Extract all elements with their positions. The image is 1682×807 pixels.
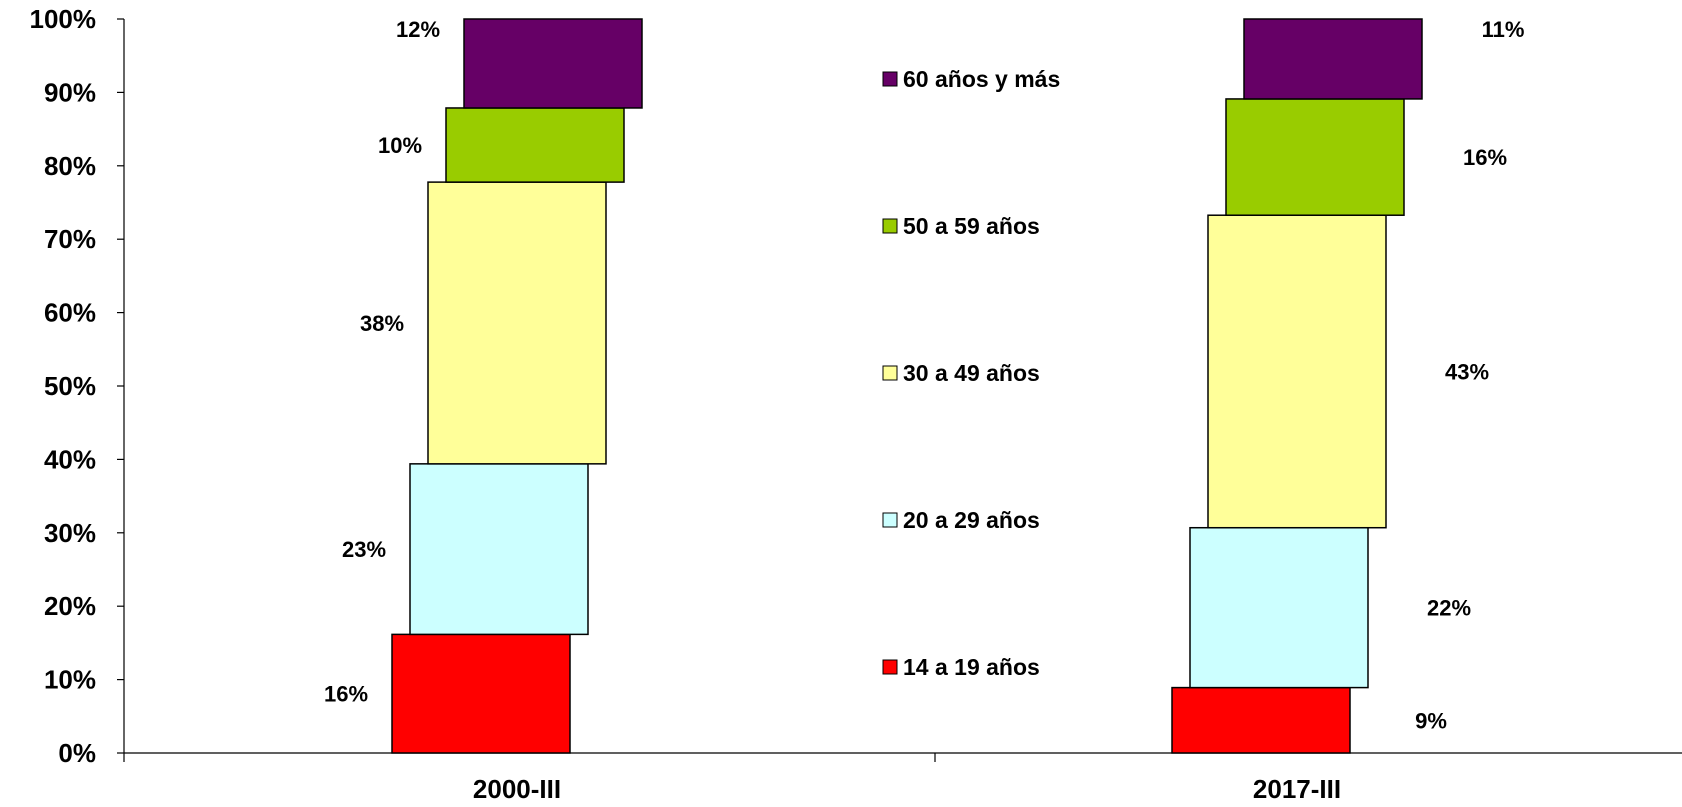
legend-swatch bbox=[882, 512, 898, 528]
legend-label: 50 a 59 años bbox=[903, 213, 1040, 239]
y-tick-label: 100% bbox=[30, 4, 97, 34]
y-tick-label: 90% bbox=[44, 77, 96, 107]
legend-label: 30 a 49 años bbox=[903, 360, 1040, 386]
y-tick-label: 80% bbox=[44, 151, 96, 181]
y-tick-label: 70% bbox=[44, 224, 96, 254]
bar-segment bbox=[391, 633, 571, 754]
data-label: 38% bbox=[360, 311, 404, 336]
x-axis: 2000-III 2017-III bbox=[123, 752, 1682, 804]
data-label: 9% bbox=[1415, 708, 1447, 733]
data-label: 16% bbox=[324, 682, 368, 707]
data-label: 16% bbox=[1463, 145, 1507, 170]
legend-label: 20 a 29 años bbox=[903, 507, 1040, 533]
y-tick-label: 20% bbox=[44, 591, 96, 621]
bar-segment bbox=[1243, 18, 1423, 100]
x-category-label: 2000-III bbox=[473, 774, 561, 804]
bar-segment bbox=[1207, 214, 1387, 529]
bars bbox=[391, 18, 1423, 754]
bar-segment bbox=[409, 463, 589, 636]
data-labels: 16% 23% 38% 10% 12% 9% 22% 43% 16% 11% bbox=[324, 17, 1524, 733]
bar-segment bbox=[1171, 686, 1351, 754]
y-axis: 0% 10% 20% 30% 40% 50% 60% 70% 80% 90% 100% bbox=[30, 4, 125, 768]
legend-swatch bbox=[882, 659, 898, 675]
bar-segment bbox=[1189, 526, 1369, 689]
x-category-label: 2017-III bbox=[1253, 774, 1341, 804]
data-label: 12% bbox=[396, 17, 440, 42]
y-tick-label: 60% bbox=[44, 298, 96, 328]
legend-label: 14 a 19 años bbox=[903, 654, 1040, 680]
bar-segment bbox=[463, 18, 643, 109]
data-label: 11% bbox=[1482, 17, 1525, 42]
y-tick-label: 0% bbox=[58, 738, 96, 768]
y-tick-label: 50% bbox=[44, 371, 96, 401]
data-label: 23% bbox=[342, 537, 386, 562]
y-tick-label: 40% bbox=[44, 444, 96, 474]
bar-segment bbox=[427, 181, 607, 465]
legend-swatch bbox=[882, 71, 898, 87]
y-tick-label: 30% bbox=[44, 518, 96, 548]
legend: 60 años y más 50 a 59 años 30 a 49 años 20 … bbox=[882, 66, 1060, 680]
data-label: 22% bbox=[1427, 596, 1471, 621]
bar-segment bbox=[445, 107, 625, 183]
data-label: 10% bbox=[378, 133, 422, 158]
bar-segment bbox=[1225, 98, 1405, 216]
y-tick-label: 10% bbox=[44, 665, 96, 695]
legend-label: 60 años y más bbox=[903, 66, 1060, 92]
legend-swatch bbox=[882, 365, 898, 381]
legend-swatch bbox=[882, 218, 898, 234]
data-label: 43% bbox=[1445, 359, 1489, 384]
